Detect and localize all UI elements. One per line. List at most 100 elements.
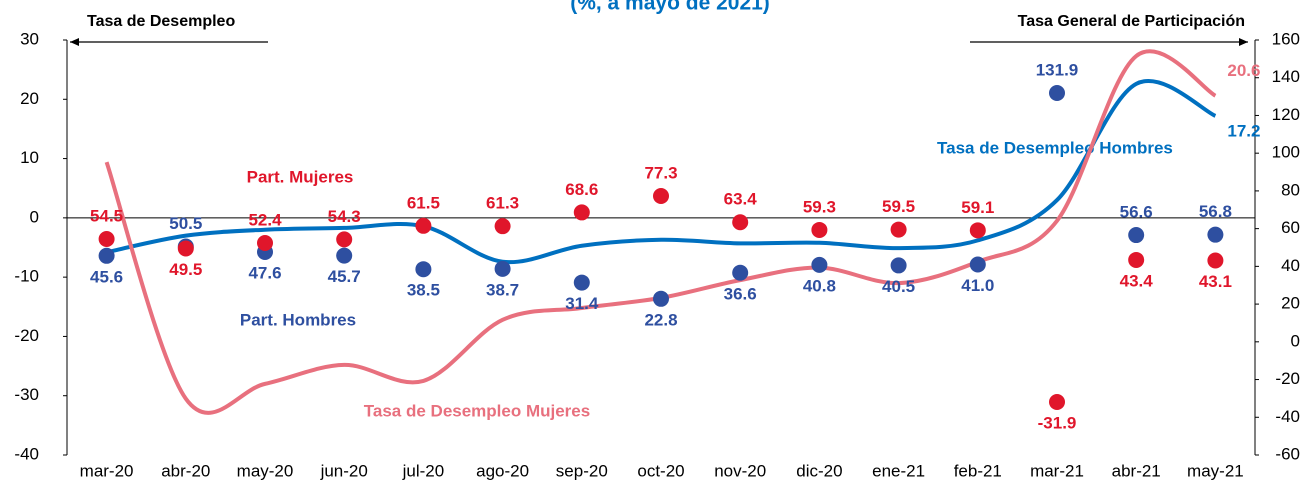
x-tick-label: jul-20 [402, 461, 445, 480]
data-label: 36.6 [724, 284, 757, 303]
data-label: 56.8 [1199, 202, 1232, 221]
dot [969, 256, 986, 273]
line [104, 49, 1217, 415]
dot [1207, 226, 1224, 243]
dot [732, 264, 749, 281]
arrow-head [1239, 38, 1248, 46]
y2-tick-label: 40 [1281, 256, 1300, 275]
dot [1128, 251, 1145, 268]
y-tick-label: 10 [20, 148, 39, 167]
dot [1049, 85, 1065, 102]
data-label: 20.6 [1227, 61, 1260, 80]
data-label: 59.5 [882, 197, 915, 216]
data-label: 59.3 [803, 197, 836, 216]
x-tick-label: nov-20 [714, 461, 766, 480]
y-tick-label: -10 [14, 267, 39, 286]
dot [336, 247, 353, 264]
y2-tick-label: 160 [1272, 29, 1300, 48]
y2-tick-label: 100 [1272, 143, 1300, 162]
data-label: 52.4 [248, 210, 282, 229]
data-label: 47.6 [248, 264, 281, 283]
x-tick-label: dic-20 [796, 461, 842, 480]
x-tick-label: abr-21 [1112, 461, 1161, 480]
dot [890, 221, 907, 238]
x-tick-label: mar-21 [1030, 461, 1084, 480]
data-label: 17.2 [1227, 121, 1260, 140]
data-label: 38.5 [407, 281, 440, 300]
dot [494, 260, 511, 277]
data-label: -31.9 [1038, 413, 1077, 432]
y-tick-label: -20 [14, 326, 39, 345]
data-label: 61.3 [486, 194, 519, 213]
x-tick-label: sep-20 [556, 461, 608, 480]
chart-title: (%, a mayo de 2021) [570, 0, 770, 15]
data-label: 49.5 [169, 260, 202, 279]
arrow-head [70, 38, 79, 46]
series-label: Part. Mujeres [247, 167, 354, 186]
data-label: 54.5 [90, 206, 123, 225]
dot [98, 247, 115, 264]
dot [177, 240, 194, 257]
y2-tick-label: -60 [1275, 444, 1300, 463]
y2-tick-label: -40 [1275, 407, 1300, 426]
dot [1207, 252, 1224, 269]
x-tick-label: may-21 [1187, 461, 1244, 480]
data-label: 61.5 [407, 193, 440, 212]
data-label: 41.0 [961, 276, 994, 295]
x-tick-label: oct-20 [637, 461, 684, 480]
series-label: Tasa de Desempleo Hombres [937, 138, 1173, 157]
dot [573, 274, 590, 291]
dot [415, 261, 432, 278]
series-label: Part. Hombres [240, 310, 356, 329]
data-label: 56.6 [1120, 203, 1153, 222]
right-axis-note: Tasa General de Participación [1018, 13, 1245, 30]
y2-tick-label: 140 [1272, 67, 1300, 86]
dot [98, 231, 115, 248]
y2-tick-label: -20 [1275, 369, 1300, 388]
y2-tick-label: 20 [1281, 294, 1300, 313]
y2-tick-label: 120 [1272, 105, 1300, 124]
y2-tick-label: 80 [1281, 180, 1300, 199]
data-label: 131.9 [1036, 60, 1079, 79]
data-label: 45.7 [328, 267, 361, 286]
dot [653, 290, 669, 307]
data-label: 22.8 [644, 310, 677, 329]
dot [336, 231, 353, 248]
dot [653, 188, 669, 205]
data-label: 50.5 [169, 214, 202, 233]
x-tick-label: may-20 [237, 461, 294, 480]
data-label: 45.6 [90, 267, 123, 286]
left-axis-note: Tasa de Desempleo [87, 13, 235, 30]
data-label: 68.6 [565, 180, 598, 199]
dot [415, 217, 432, 234]
data-label: 43.1 [1199, 272, 1232, 291]
data-label: 31.4 [565, 294, 599, 313]
data-label: 54.3 [328, 207, 361, 226]
dot [1049, 393, 1065, 410]
x-tick-label: ene-21 [872, 461, 925, 480]
data-label: 77.3 [644, 163, 677, 182]
y-tick-label: 30 [20, 29, 39, 48]
y-tick-label: -40 [14, 444, 39, 463]
dot [257, 234, 273, 251]
dot [890, 257, 907, 274]
y-tick-label: 0 [30, 207, 39, 226]
x-tick-label: mar-20 [80, 461, 134, 480]
x-tick-label: abr-20 [161, 461, 210, 480]
data-label: 59.1 [961, 198, 994, 217]
x-tick-label: jun-20 [320, 461, 368, 480]
data-label: 40.5 [882, 277, 915, 296]
dot [969, 222, 986, 239]
y2-tick-label: 0 [1291, 331, 1300, 350]
dot [1128, 227, 1145, 244]
dot [494, 218, 511, 235]
dot [811, 256, 828, 273]
line [106, 79, 1217, 265]
x-tick-label: feb-21 [954, 461, 1002, 480]
y2-tick-label: 60 [1281, 218, 1300, 237]
x-tick-label: ago-20 [476, 461, 529, 480]
dot [573, 204, 590, 221]
series-label: Tasa de Desempleo Mujeres [364, 401, 590, 420]
data-label: 63.4 [724, 190, 758, 209]
